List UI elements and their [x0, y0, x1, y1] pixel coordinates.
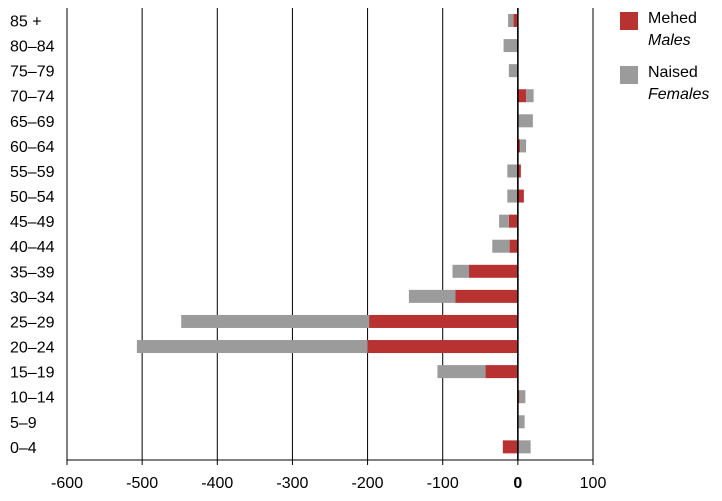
bar-males [369, 314, 518, 328]
category-label: 65–69 [10, 114, 55, 131]
category-label: 15–19 [10, 365, 55, 382]
bar-females [181, 314, 370, 328]
bar-females [520, 139, 527, 153]
x-tick-label: -200 [352, 475, 384, 492]
bar-females [136, 340, 368, 354]
bar-females [508, 14, 514, 27]
legend-label-females-et: Naised [648, 64, 698, 81]
bar-females [518, 415, 525, 429]
category-label: 0–4 [10, 440, 37, 457]
bar-females [507, 164, 518, 178]
x-tick-label: -600 [51, 475, 83, 492]
legend-item-females: Naised Females [618, 64, 722, 114]
bar-females [408, 289, 456, 303]
category-label: 40–44 [10, 239, 55, 256]
bar-males [509, 239, 518, 253]
bar-males [517, 89, 527, 103]
category-label: 5–9 [10, 415, 37, 432]
category-label: 45–49 [10, 214, 55, 231]
grid-lines [66, 8, 594, 460]
legend-swatch-males [620, 12, 638, 30]
bar-females [503, 39, 518, 53]
category-label: 80–84 [10, 39, 55, 56]
bar-females [452, 264, 470, 278]
category-label: 25–29 [10, 314, 55, 331]
bar-females [437, 365, 486, 379]
bar-females [492, 239, 510, 253]
x-tick-label: -500 [126, 475, 158, 492]
bar-females [507, 189, 518, 203]
bar-females [519, 390, 526, 404]
legend-label-males-et: Mehed [648, 10, 697, 27]
legend-label-females-en: Females [648, 86, 710, 103]
x-tick-label: -400 [201, 475, 233, 492]
bar-males [513, 14, 518, 27]
category-label: 20–24 [10, 340, 55, 357]
bar-females [508, 64, 518, 78]
axes [66, 8, 594, 465]
bar-males [455, 289, 518, 303]
legend-label-males-en: Males [648, 32, 691, 49]
category-label: 35–39 [10, 264, 55, 281]
bars [136, 14, 534, 454]
category-label: 50–54 [10, 189, 55, 206]
bar-females [517, 440, 531, 454]
bar-females [499, 214, 509, 228]
bar-males [485, 365, 518, 379]
bar-males [517, 139, 521, 153]
category-label: 10–14 [10, 390, 55, 407]
x-tick-label: 100 [580, 475, 607, 492]
category-label: 85 + [10, 14, 42, 31]
category-label: 75–79 [10, 64, 55, 81]
legend-swatch-females [620, 66, 638, 84]
bar-males [508, 214, 518, 228]
bar-males [517, 189, 524, 203]
category-label: 60–64 [10, 139, 55, 156]
bar-males [367, 340, 518, 354]
bar-males [502, 440, 518, 454]
bar-females [518, 114, 533, 128]
x-tick-label: -100 [427, 475, 459, 492]
bar-males [517, 164, 521, 178]
bar-males [469, 264, 518, 278]
legend-item-males: Mehed Males [618, 10, 722, 60]
category-label: 70–74 [10, 89, 55, 106]
x-tick-label: 0 [513, 475, 522, 492]
legend: Mehed Males Naised Females [618, 10, 722, 118]
tick-labels: -600 -500 -400 -300 -200 -100 0 100 85 + 80–84 75–… [10, 14, 606, 493]
x-tick-label: -300 [276, 475, 308, 492]
category-label: 55–59 [10, 164, 55, 181]
category-label: 30–34 [10, 289, 55, 306]
bar-females [526, 89, 534, 103]
